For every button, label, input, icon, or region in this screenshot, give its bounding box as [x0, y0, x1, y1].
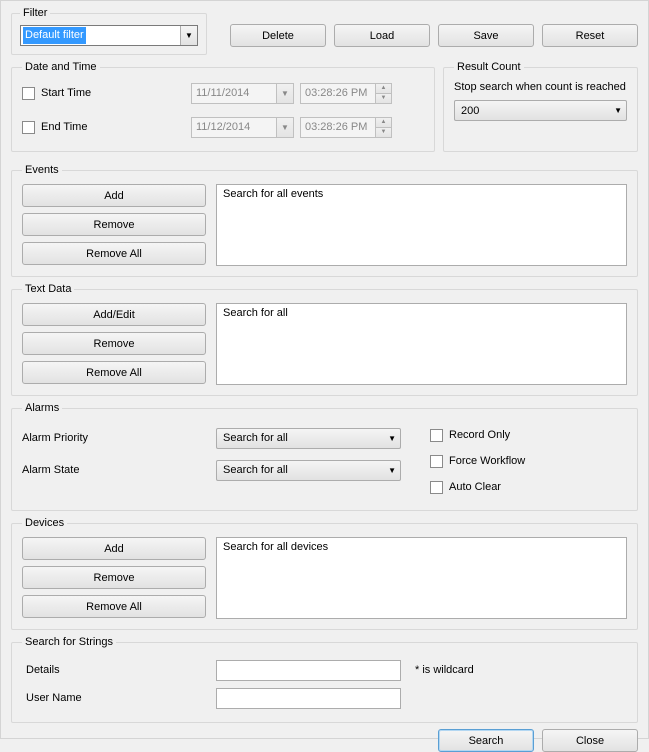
load-button[interactable]: Load: [334, 24, 430, 47]
username-label: User Name: [22, 692, 216, 704]
devices-remove-all-button[interactable]: Remove All: [22, 595, 206, 618]
events-remove-button[interactable]: Remove: [22, 213, 206, 236]
end-time-picker[interactable]: 03:28:26 PM ▲▼: [300, 117, 392, 138]
filter-legend: Filter: [20, 7, 50, 19]
filter-combo[interactable]: Default filter ▼: [20, 25, 198, 46]
devices-list[interactable]: Search for all devices: [216, 537, 627, 619]
chevron-down-icon: ▼: [388, 434, 396, 443]
force-workflow-checkbox[interactable]: [430, 455, 443, 468]
text-data-list[interactable]: Search for all: [216, 303, 627, 385]
chevron-down-icon: ▼: [614, 106, 622, 115]
events-add-button[interactable]: Add: [22, 184, 206, 207]
end-date-picker[interactable]: 11/12/2014 ▼: [191, 117, 294, 138]
strings-legend: Search for Strings: [22, 636, 116, 648]
events-list[interactable]: Search for all events: [216, 184, 627, 266]
search-button[interactable]: Search: [438, 729, 534, 752]
text-remove-all-button[interactable]: Remove All: [22, 361, 206, 384]
close-button[interactable]: Close: [542, 729, 638, 752]
result-count-group: Result Count Stop search when count is r…: [443, 61, 638, 152]
result-count-text: Stop search when count is reached: [454, 81, 627, 94]
end-time-checkbox[interactable]: [22, 121, 35, 134]
start-date-picker[interactable]: 11/11/2014 ▼: [191, 83, 294, 104]
auto-clear-label: Auto Clear: [449, 481, 501, 493]
strings-group: Search for Strings Details * is wildcard…: [11, 636, 638, 723]
filter-dialog: Filter Default filter ▼ Delete Load Save…: [0, 0, 649, 739]
chevron-down-icon: ▼: [180, 26, 197, 45]
delete-button[interactable]: Delete: [230, 24, 326, 47]
devices-remove-button[interactable]: Remove: [22, 566, 206, 589]
devices-add-button[interactable]: Add: [22, 537, 206, 560]
username-input[interactable]: [216, 688, 401, 709]
events-remove-all-button[interactable]: Remove All: [22, 242, 206, 265]
date-time-group: Date and Time Start Time 11/11/2014 ▼ 03…: [11, 61, 435, 152]
force-workflow-label: Force Workflow: [449, 455, 525, 467]
dialog-footer: Search Close: [11, 729, 638, 752]
result-count-combo[interactable]: 200 ▼: [454, 100, 627, 121]
start-time-picker[interactable]: 03:28:26 PM ▲▼: [300, 83, 392, 104]
alarm-state-label: Alarm State: [22, 454, 216, 486]
filter-selected: Default filter: [23, 27, 86, 44]
start-time-label: Start Time: [41, 87, 191, 99]
auto-clear-checkbox[interactable]: [430, 481, 443, 494]
result-count-legend: Result Count: [454, 61, 524, 73]
record-only-label: Record Only: [449, 429, 510, 441]
text-data-group: Text Data Add/Edit Remove Remove All Sea…: [11, 283, 638, 396]
save-button[interactable]: Save: [438, 24, 534, 47]
text-add-edit-button[interactable]: Add/Edit: [22, 303, 206, 326]
text-remove-button[interactable]: Remove: [22, 332, 206, 355]
devices-legend: Devices: [22, 517, 67, 529]
chevron-down-icon: ▼: [388, 466, 396, 475]
spinner-icon: ▲▼: [375, 84, 391, 103]
devices-group: Devices Add Remove Remove All Search for…: [11, 517, 638, 630]
wildcard-hint: * is wildcard: [415, 664, 474, 676]
date-time-legend: Date and Time: [22, 61, 100, 73]
alarm-priority-label: Alarm Priority: [22, 422, 216, 454]
start-time-checkbox[interactable]: [22, 87, 35, 100]
events-group: Events Add Remove Remove All Search for …: [11, 164, 638, 277]
chevron-down-icon: ▼: [276, 118, 293, 137]
reset-button[interactable]: Reset: [542, 24, 638, 47]
details-label: Details: [22, 664, 216, 676]
alarm-state-combo[interactable]: Search for all ▼: [216, 460, 401, 481]
events-legend: Events: [22, 164, 62, 176]
alarms-legend: Alarms: [22, 402, 62, 414]
alarm-priority-combo[interactable]: Search for all ▼: [216, 428, 401, 449]
end-time-label: End Time: [41, 121, 191, 133]
spinner-icon: ▲▼: [375, 118, 391, 137]
filter-group: Filter Default filter ▼: [11, 7, 207, 55]
details-input[interactable]: [216, 660, 401, 681]
text-data-legend: Text Data: [22, 283, 74, 295]
alarms-group: Alarms Alarm Priority Alarm State Search…: [11, 402, 638, 511]
filter-action-buttons: Delete Load Save Reset: [230, 24, 638, 55]
chevron-down-icon: ▼: [276, 84, 293, 103]
record-only-checkbox[interactable]: [430, 429, 443, 442]
